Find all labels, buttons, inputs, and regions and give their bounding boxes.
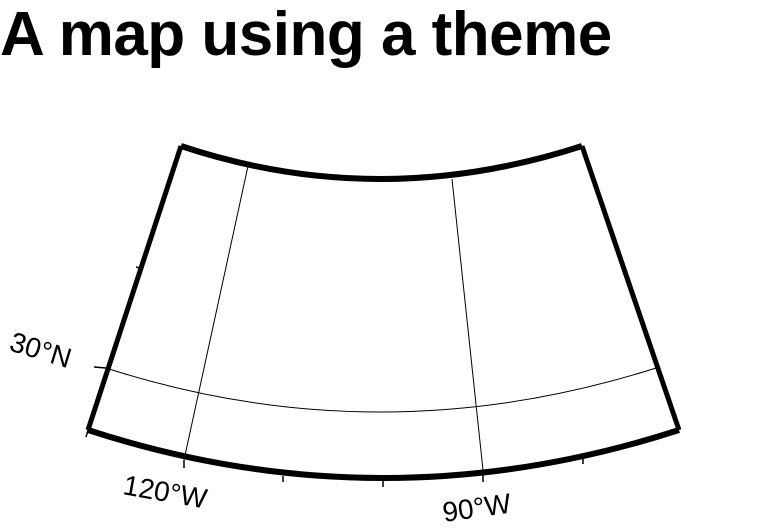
frame-left [85, 145, 184, 431]
frame-bottom [87, 427, 680, 481]
tick-30n [93, 366, 107, 369]
frame-right [579, 145, 682, 431]
lon-label-90w: 90°W [441, 488, 514, 528]
gridline-120w [183, 165, 249, 461]
tick-bottom-1 [85, 429, 89, 438]
lat-label-30n: 30°N [6, 326, 75, 374]
tick-marks [85, 266, 584, 487]
map-frame [85, 143, 682, 481]
graticule [105, 165, 657, 471]
frame-top [180, 143, 583, 182]
lon-label-120w: 120°W [121, 469, 210, 514]
map-title: A map using a theme [0, 0, 612, 69]
gridline-30n [105, 367, 657, 413]
tick-left-1 [135, 266, 141, 269]
gridline-90w [451, 178, 484, 471]
